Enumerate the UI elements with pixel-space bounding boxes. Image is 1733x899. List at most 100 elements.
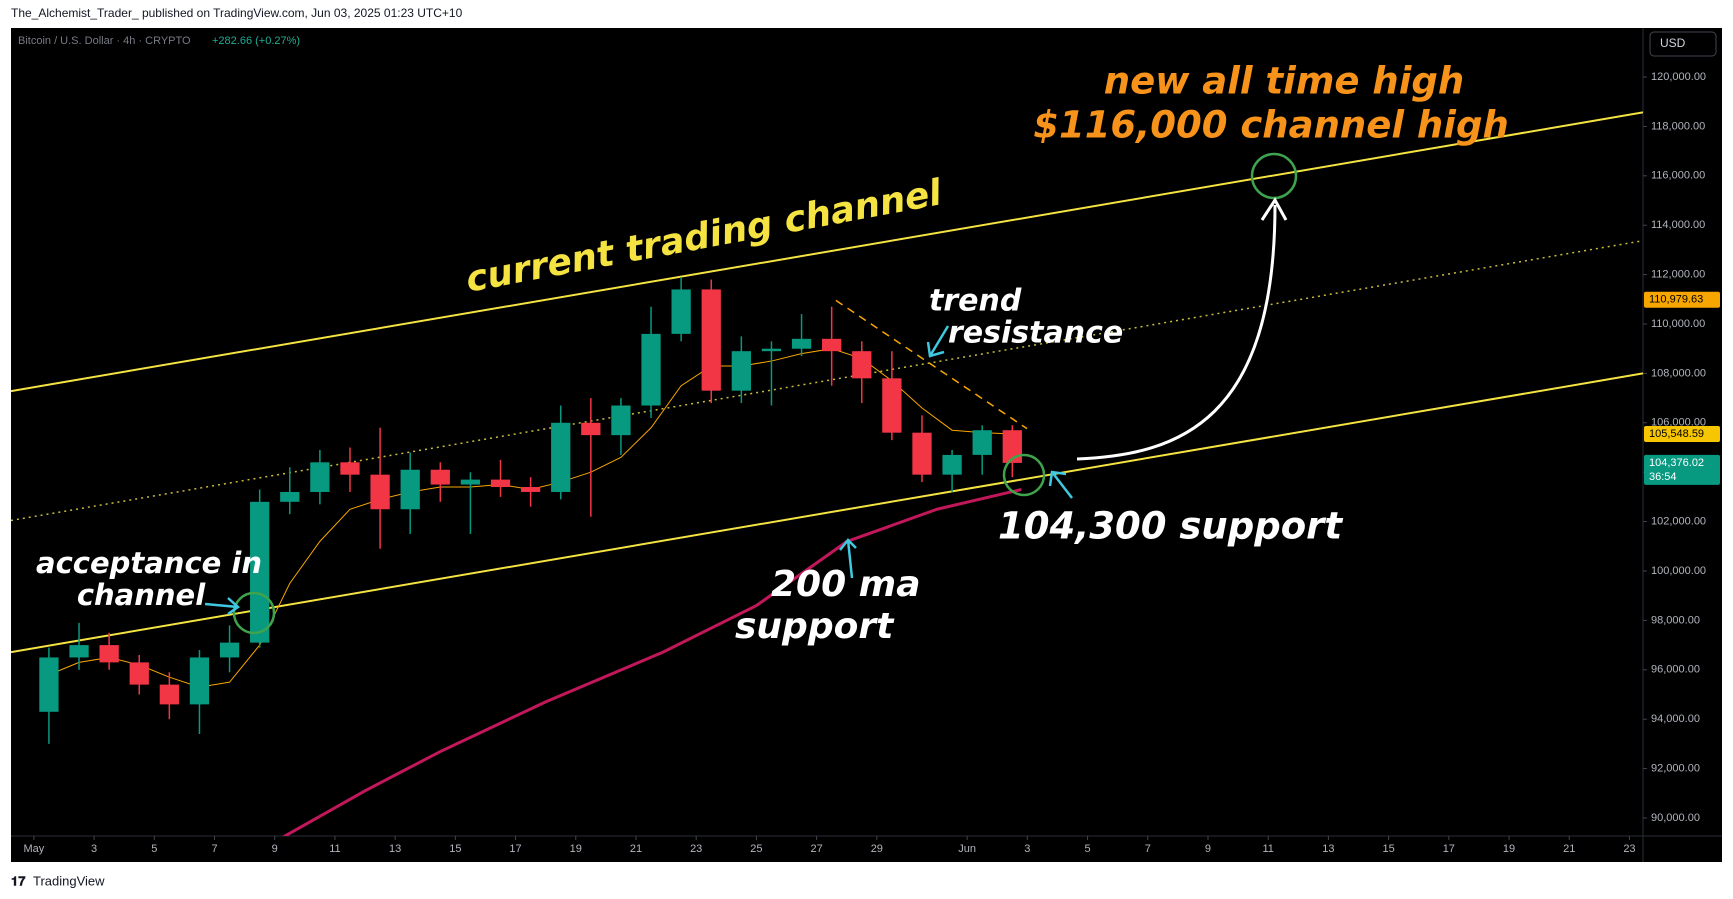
x-tick-label: 17: [1443, 843, 1455, 855]
x-tick-label: 27: [810, 843, 822, 855]
candle-body: [1002, 430, 1022, 463]
y-tick-label: 94,000.00: [1651, 713, 1700, 725]
candle-body: [159, 684, 179, 705]
candle-body: [370, 474, 390, 510]
currency-button[interactable]: [1649, 31, 1717, 57]
cyan-arrow: [839, 538, 857, 579]
y-tick-label: 118,000.00: [1651, 120, 1705, 132]
candle-body: [701, 289, 721, 391]
chart-background: [11, 28, 1722, 862]
cyan-arrow: [1048, 470, 1073, 499]
candle-body: [430, 469, 450, 485]
candle-body: [99, 645, 119, 663]
candle-body: [761, 348, 782, 352]
candle-body: [912, 432, 932, 475]
y-tick-label: 106,000.00: [1651, 417, 1706, 429]
candle-body: [791, 338, 812, 349]
x-tick-label: 23: [1623, 843, 1635, 855]
candle-body: [972, 430, 992, 455]
acceptance-label: channel: [77, 578, 206, 612]
trendline: [835, 299, 1028, 430]
currency-label[interactable]: USD: [1660, 36, 1686, 50]
moving-average: [283, 488, 1022, 836]
y-tick-label: 90,000.00: [1651, 812, 1700, 824]
arrow-head: [1260, 197, 1288, 221]
candle-body: [280, 491, 300, 502]
x-tick-label: 21: [1563, 843, 1575, 855]
candle-body: [611, 405, 631, 436]
ma-label: 200 ma: [771, 564, 920, 605]
support-label: 104,300 support: [998, 505, 1343, 548]
ma-label: support: [735, 606, 895, 647]
ath-label: $116,000 channel high: [1033, 104, 1509, 147]
price-marker-label: 104,376.02: [1649, 457, 1704, 469]
trend-label: trend: [929, 284, 1022, 319]
x-tick-label: 13: [1322, 843, 1334, 855]
y-tick-label: 110,000.00: [1651, 318, 1705, 330]
price-marker-label: 110,979.63: [1649, 294, 1703, 306]
x-tick-label: 15: [1382, 843, 1394, 855]
price-marker: [1644, 425, 1720, 442]
x-tick-label: May: [23, 843, 44, 855]
candle-body: [39, 657, 59, 712]
x-tick-label: 21: [630, 843, 642, 855]
price-marker: [1644, 291, 1720, 308]
candle-body: [520, 487, 541, 492]
candle-body: [490, 479, 511, 488]
x-tick-label: Jun: [958, 843, 976, 855]
y-tick-label: 98,000.00: [1651, 614, 1700, 626]
y-tick-label: 92,000.00: [1651, 763, 1700, 775]
y-tick-label: 108,000.00: [1651, 367, 1706, 379]
candle-body: [310, 462, 330, 492]
x-tick-label: 15: [449, 843, 461, 855]
x-tick-label: 3: [1024, 843, 1030, 855]
x-tick-label: 19: [570, 843, 582, 855]
trendline: [11, 372, 1643, 654]
y-tick-label: 96,000.00: [1651, 664, 1700, 676]
price-marker: [1644, 454, 1720, 485]
candle-body: [400, 469, 420, 510]
candle-body: [822, 338, 842, 352]
candle-body: [942, 454, 962, 475]
x-tick-label: 25: [750, 843, 762, 855]
candle-body: [882, 378, 902, 433]
x-tick-label: 5: [1084, 843, 1090, 855]
cyan-arrow: [204, 597, 241, 616]
x-tick-label: 13: [389, 843, 401, 855]
x-tick-label: 17: [509, 843, 521, 855]
trend-label: resistance: [948, 316, 1123, 351]
trendline: [11, 111, 1643, 393]
y-tick-label: 112,000.00: [1651, 269, 1705, 281]
x-tick-label: 7: [211, 843, 217, 855]
x-tick-label: 9: [1205, 843, 1211, 855]
y-tick-label: 120,000.00: [1651, 71, 1706, 83]
x-tick-label: 23: [690, 843, 702, 855]
price-marker-label: 105,548.59: [1649, 428, 1704, 440]
x-tick-label: 7: [1145, 843, 1151, 855]
candle-body: [460, 479, 481, 485]
candle-body: [69, 645, 89, 658]
candle-body: [551, 422, 571, 492]
acceptance-label: acceptance in: [36, 546, 262, 580]
candle-body: [219, 642, 240, 658]
candle-body: [852, 351, 872, 379]
x-tick-label: 19: [1503, 843, 1515, 855]
candle-body: [671, 289, 691, 334]
symbol-title: Bitcoin / U.S. Dollar · 4h · CRYPTO: [18, 35, 191, 47]
candle-body: [581, 422, 601, 436]
circle-marker: [1002, 453, 1046, 497]
circle-marker: [232, 591, 276, 635]
plot-area: [11, 111, 1643, 836]
candle-body: [250, 501, 270, 643]
y-tick-label: 116,000.00: [1651, 170, 1705, 182]
candle-body: [189, 657, 210, 705]
ath-label: new all time high: [1104, 60, 1464, 103]
y-tick-label: 114,000.00: [1651, 219, 1705, 231]
price-countdown: 36:54: [1649, 471, 1677, 483]
candle-body: [340, 462, 360, 475]
cyan-arrow: [926, 325, 950, 358]
logo-mark: 𝟏𝟕: [11, 873, 26, 888]
x-tick-label: 9: [272, 843, 278, 855]
